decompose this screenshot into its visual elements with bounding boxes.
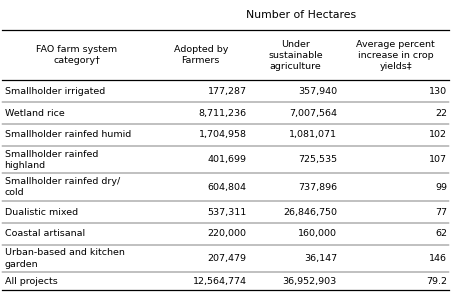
Text: 79.2: 79.2 [426,277,447,286]
Text: 160,000: 160,000 [298,229,337,238]
Text: Urban-based and kitchen
garden: Urban-based and kitchen garden [5,249,124,268]
Text: 7,007,564: 7,007,564 [289,108,337,118]
Text: FAO farm system
category†: FAO farm system category† [36,45,117,65]
Text: 36,952,903: 36,952,903 [283,277,337,286]
Text: Number of Hectares: Number of Hectares [246,10,356,20]
Text: 725,535: 725,535 [298,155,337,164]
Text: Adopted by
Farmers: Adopted by Farmers [174,45,228,65]
Text: 357,940: 357,940 [298,87,337,96]
Text: Average percent
increase in crop
yields‡: Average percent increase in crop yields‡ [356,40,435,71]
Text: Smallholder irrigated: Smallholder irrigated [5,87,105,96]
Text: 401,699: 401,699 [208,155,247,164]
Text: 130: 130 [429,87,447,96]
Text: 537,311: 537,311 [207,207,247,217]
Text: Dualistic mixed: Dualistic mixed [5,207,78,217]
Text: 102: 102 [429,130,447,139]
Text: 26,846,750: 26,846,750 [283,207,337,217]
Text: 107: 107 [429,155,447,164]
Text: 177,287: 177,287 [208,87,247,96]
Text: Smallholder rainfed humid: Smallholder rainfed humid [5,130,131,139]
Text: 604,804: 604,804 [208,183,247,192]
Text: 62: 62 [435,229,447,238]
Text: All projects: All projects [5,277,57,286]
Text: 1,704,958: 1,704,958 [199,130,247,139]
Text: 22: 22 [435,108,447,118]
Text: 12,564,774: 12,564,774 [193,277,247,286]
Text: 220,000: 220,000 [208,229,247,238]
Text: 737,896: 737,896 [298,183,337,192]
Text: 1,081,071: 1,081,071 [289,130,337,139]
Text: 207,479: 207,479 [208,254,247,263]
Text: 99: 99 [435,183,447,192]
Text: Smallholder rainfed
highland: Smallholder rainfed highland [5,150,98,170]
Text: 8,711,236: 8,711,236 [198,108,247,118]
Text: 77: 77 [435,207,447,217]
Text: Under
sustainable
agriculture: Under sustainable agriculture [268,40,323,71]
Text: Coastal artisanal: Coastal artisanal [5,229,85,238]
Text: 146: 146 [429,254,447,263]
Text: 36,147: 36,147 [304,254,337,263]
Text: Smallholder rainfed dry/
cold: Smallholder rainfed dry/ cold [5,177,120,197]
Text: Wetland rice: Wetland rice [5,108,64,118]
